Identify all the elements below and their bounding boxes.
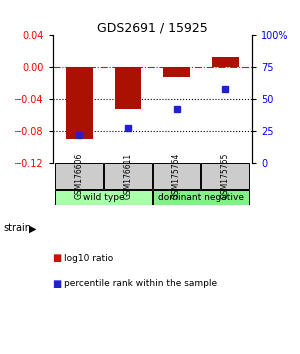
Bar — [201, 163, 249, 189]
Bar — [153, 190, 249, 205]
Title: GDS2691 / 15925: GDS2691 / 15925 — [97, 21, 208, 34]
Text: wild type: wild type — [83, 193, 124, 202]
Bar — [212, 57, 238, 67]
Text: GSM176606: GSM176606 — [75, 153, 84, 199]
Bar — [163, 67, 190, 77]
Bar — [104, 163, 152, 189]
Bar — [56, 163, 103, 189]
Text: GSM175765: GSM175765 — [221, 153, 230, 199]
Text: strain: strain — [3, 223, 31, 233]
Text: GSM175764: GSM175764 — [172, 153, 181, 199]
Text: ■: ■ — [52, 253, 62, 263]
Bar — [153, 163, 200, 189]
Bar — [66, 67, 93, 139]
Bar — [115, 67, 141, 109]
Text: ▶: ▶ — [28, 223, 36, 233]
Text: dominant negative: dominant negative — [158, 193, 244, 202]
Text: ■: ■ — [52, 279, 62, 289]
Text: GSM176611: GSM176611 — [123, 153, 132, 199]
Text: percentile rank within the sample: percentile rank within the sample — [64, 279, 218, 289]
Text: log10 ratio: log10 ratio — [64, 254, 114, 263]
Bar — [56, 190, 152, 205]
